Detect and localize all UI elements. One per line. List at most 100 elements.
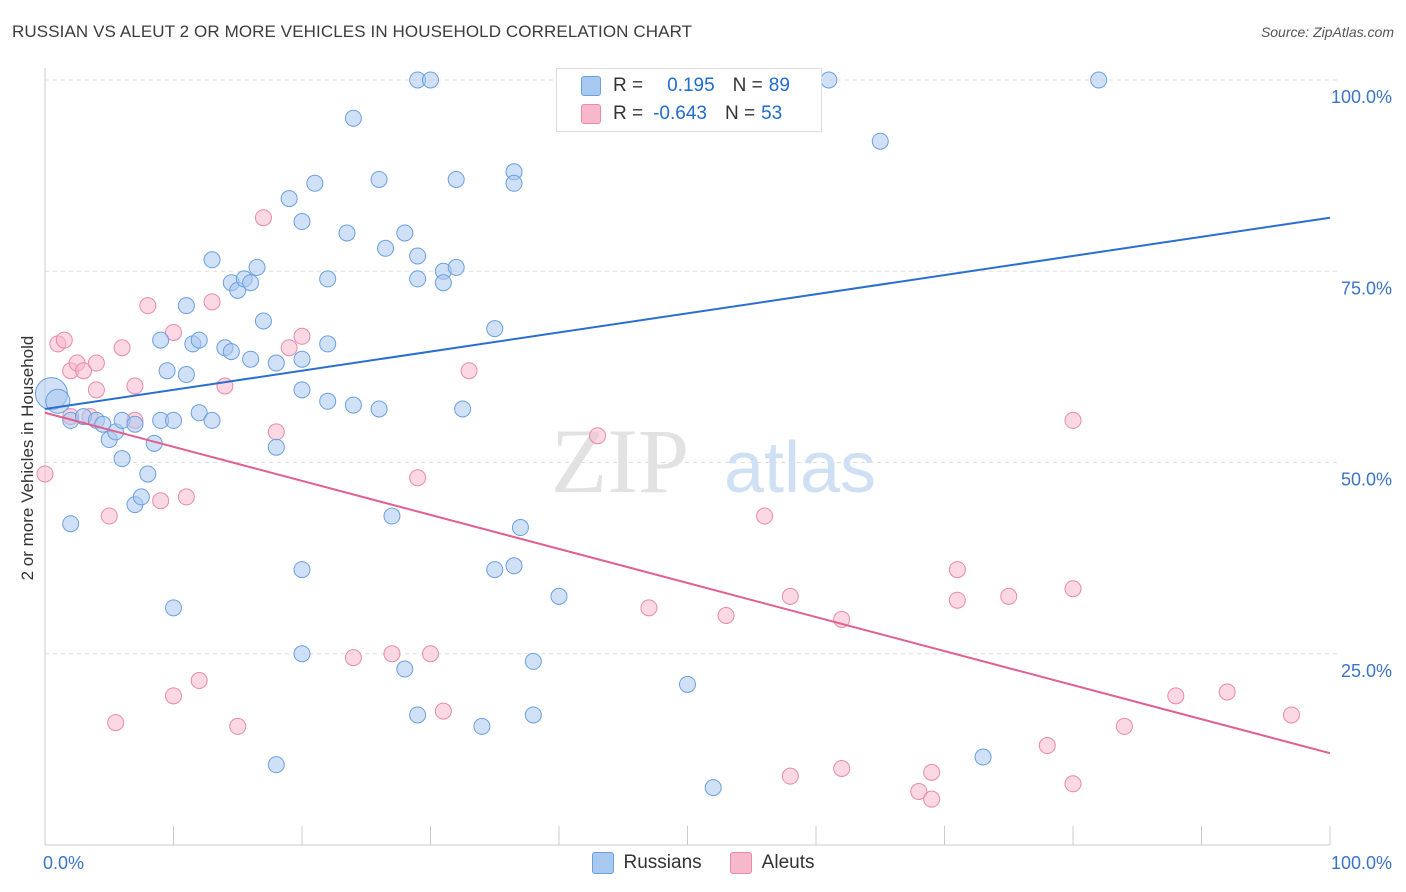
russian-point — [242, 350, 260, 368]
russian-point — [377, 239, 395, 257]
aleut-point — [107, 714, 125, 732]
series-legend: Russians Aleuts — [0, 852, 1406, 874]
russian-point — [293, 350, 311, 368]
russian-point — [434, 274, 452, 292]
aleut-point — [833, 760, 851, 777]
aleut-point — [923, 763, 941, 781]
russian-point — [409, 270, 427, 288]
russian-point — [248, 258, 266, 276]
russian-point — [422, 71, 439, 89]
aleut-point — [36, 465, 54, 483]
russian-point — [383, 507, 401, 525]
russian-point — [319, 392, 337, 410]
stats-legend: R = 0.195 N = 89 R = -0.643 N = 53 — [556, 68, 822, 132]
aleut-point — [126, 377, 144, 395]
aleut-point — [781, 587, 799, 605]
russian-point — [62, 515, 80, 533]
legend-item-russians[interactable]: Russians — [591, 852, 702, 874]
aleut-point — [177, 488, 195, 506]
russian-point — [486, 561, 504, 579]
russian-point — [222, 343, 240, 361]
russian-point — [338, 224, 356, 242]
legend-item-aleuts[interactable]: Aleuts — [729, 852, 815, 874]
russian-point — [190, 404, 208, 422]
aleut-point — [589, 427, 607, 445]
russian-point — [396, 224, 414, 242]
russian-point — [293, 561, 311, 579]
grid-lines — [45, 79, 1340, 655]
aleut-point — [100, 507, 118, 525]
aleuts-r-value: -0.643 — [653, 103, 707, 124]
russian-point — [165, 411, 182, 429]
russian-point — [370, 400, 388, 418]
russian-point — [132, 488, 150, 506]
russian-point — [409, 247, 427, 265]
aleut-point — [434, 702, 452, 720]
russian-point — [267, 438, 285, 456]
russian-point — [177, 366, 195, 384]
russian-point — [704, 779, 722, 797]
russians-n-label: N = — [732, 75, 763, 96]
russians-swatch — [581, 76, 601, 96]
russian-point — [293, 381, 311, 399]
x-tick-label: 100.0% — [1331, 853, 1392, 873]
aleut-point — [87, 354, 105, 372]
aleut-point — [152, 492, 170, 510]
aleut-point — [344, 649, 362, 667]
russian-point — [409, 706, 427, 724]
watermark-zip: ZIP — [551, 410, 689, 512]
russian-point — [152, 331, 170, 349]
aleut-point — [460, 362, 478, 380]
aleut-point — [717, 607, 735, 624]
russian-point — [344, 109, 362, 127]
aleut-point — [280, 339, 298, 357]
russian-point — [113, 450, 131, 468]
russian-point — [344, 396, 362, 414]
russians-trend-line — [44, 216, 1331, 410]
y-axis-label: 2 or more Vehicles in Household — [18, 336, 37, 581]
aleut-point — [923, 790, 941, 808]
aleut-point — [165, 323, 182, 341]
aleut-point — [1167, 687, 1185, 705]
aleut-point — [422, 645, 439, 663]
russian-point — [370, 170, 388, 188]
aleut-point — [1064, 411, 1082, 429]
russian-point — [1090, 71, 1108, 89]
russian-point — [524, 652, 542, 670]
aleut-point — [1038, 737, 1056, 755]
aleuts-legend-label: Aleuts — [761, 852, 815, 873]
aleut-point — [1282, 706, 1300, 724]
russian-point — [447, 170, 465, 188]
russian-point — [126, 415, 144, 433]
tick-labels: 25.0% 50.0% 75.0% 100.0% 0.0% 100.0% — [43, 87, 1392, 873]
x-tick-label: 0.0% — [43, 853, 84, 873]
russian-point — [550, 587, 568, 605]
aleut-point — [139, 297, 157, 315]
watermark-atlas: atlas — [724, 428, 876, 508]
trend-lines — [44, 216, 1331, 755]
aleut-point — [75, 362, 93, 380]
aleuts-legend-swatch — [729, 852, 752, 874]
russian-point — [254, 312, 272, 330]
aleut-point — [190, 672, 208, 690]
aleut-point — [87, 381, 105, 399]
aleut-point — [254, 209, 272, 227]
russian-point — [974, 748, 992, 766]
russian-point — [45, 388, 71, 414]
russian-point — [306, 174, 324, 192]
aleut-point — [293, 327, 311, 345]
aleuts-n-value: 53 — [761, 103, 783, 124]
russians-legend-label: Russians — [623, 852, 702, 873]
russian-point — [447, 258, 465, 276]
russian-point — [505, 557, 523, 575]
aleut-point — [203, 293, 221, 311]
russian-point — [454, 400, 472, 418]
russian-point — [158, 362, 176, 380]
aleut-point — [640, 599, 658, 617]
aleut-point — [756, 507, 774, 525]
russian-point — [319, 270, 337, 288]
aleuts-r-label: R = — [613, 103, 644, 124]
aleuts-swatch — [581, 104, 601, 124]
russian-point — [203, 251, 221, 269]
